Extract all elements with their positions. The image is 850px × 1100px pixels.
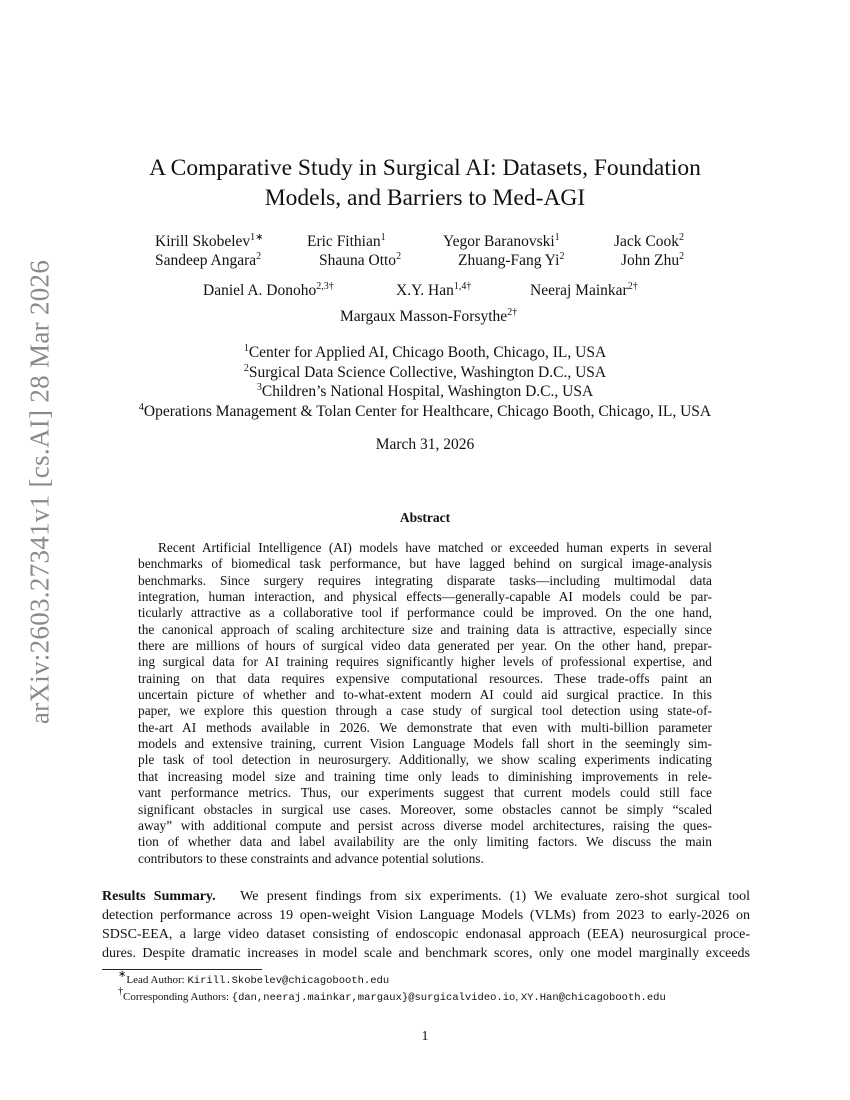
affiliation: 4Operations Management & Tolan Center fo… <box>138 401 712 420</box>
author: Daniel A. Donoho2,3† <box>203 281 334 300</box>
abstract-line: ple task of tool detection in neurosurge… <box>138 752 712 768</box>
abstract-heading: Abstract <box>399 510 451 525</box>
footnote: ∗Lead Author: Kirill.Skobelev@chicagoboo… <box>118 969 390 988</box>
author: Margaux Masson-Forsythe2† <box>340 307 518 326</box>
paper-title: A Comparative Study in Surgical AI: Data… <box>0 153 850 213</box>
arxiv-stamp: arXiv:2603.27341v1 [cs.AI] 28 Mar 2026 <box>24 259 55 725</box>
results-line: Results Summary. We present findings fro… <box>102 889 750 904</box>
abstract-line: the-art AI methods available in 2026. We… <box>138 719 712 735</box>
author: Shauna Otto2 <box>319 251 402 270</box>
author: Neeraj Mainkar2† <box>530 281 638 300</box>
footnote-rule <box>102 969 262 970</box>
date: March 31, 2026 <box>375 436 475 453</box>
title-line: Models, and Barriers to Med-AGI <box>264 185 586 211</box>
abstract-line: vant performance metrics. Thus, our expe… <box>138 785 712 801</box>
abstract-line: that increasing model size and training … <box>138 768 712 784</box>
affiliation: 2Surgical Data Science Collective, Washi… <box>243 362 607 381</box>
title-line: A Comparative Study in Surgical AI: Data… <box>149 155 701 181</box>
abstract-line: the canonical approach of scaling archit… <box>138 621 712 637</box>
abstract-line: benchmarks of biomedical task performanc… <box>138 556 712 572</box>
author: Jack Cook2 <box>614 232 685 251</box>
affiliation: 3Children’s National Hospital, Washingto… <box>256 382 594 401</box>
results-line: SDSC-EEA, a large video dataset consisti… <box>102 927 750 942</box>
abstract-line: ing surgical data for AI training requir… <box>138 654 712 670</box>
affiliations: 1Center for Applied AI, Chicago Booth, C… <box>0 343 850 421</box>
affiliation: 1Center for Applied AI, Chicago Booth, C… <box>243 343 607 362</box>
author: Yegor Baranovski1 <box>443 232 560 251</box>
author: Sandeep Angara2 <box>155 251 262 270</box>
abstract-line: ticularly attractive as a collaborative … <box>138 605 712 621</box>
abstract-line: Recent Artificial Intelligence (AI) mode… <box>158 540 712 555</box>
abstract-line: there are millions of hours of surgical … <box>138 638 712 654</box>
results-line: detection performance across 19 open-wei… <box>102 908 750 923</box>
author: Kirill Skobelev1∗ <box>155 232 264 251</box>
abstract-line: away” with additional compute and persis… <box>138 817 712 833</box>
abstract-line: training on that data requires expensive… <box>138 670 712 686</box>
abstract-line: uncertain picture of whether and to-what… <box>138 687 712 703</box>
author: X.Y. Han1,4† <box>396 281 472 300</box>
abstract-line: contributors to these constraints and ad… <box>138 850 484 866</box>
author: Zhuang-Fang Yi2 <box>458 251 565 270</box>
abstract-line: models and extensive training, current V… <box>138 736 712 752</box>
footnote: †Corresponding Authors: {dan,neeraj.main… <box>118 986 666 1005</box>
author: Eric Fithian1 <box>307 232 386 251</box>
abstract-line: paper, we explore this question through … <box>138 703 712 719</box>
results-summary: Results Summary. We present findings fro… <box>102 887 750 963</box>
page-number: 1 <box>421 1029 429 1044</box>
results-line: dures. Despite dramatic increases in mod… <box>102 946 750 961</box>
author: John Zhu2 <box>621 251 685 270</box>
abstract-line: integration, human interaction, and phys… <box>138 589 712 605</box>
abstract-line: tion of whether data and label availabil… <box>138 834 712 850</box>
abstract-body: Recent Artificial Intelligence (AI) mode… <box>138 540 712 867</box>
abstract-line: significant obstacles in surgical use ca… <box>138 801 712 817</box>
abstract-line: benchmarks. Since surgery requires integ… <box>138 572 712 588</box>
